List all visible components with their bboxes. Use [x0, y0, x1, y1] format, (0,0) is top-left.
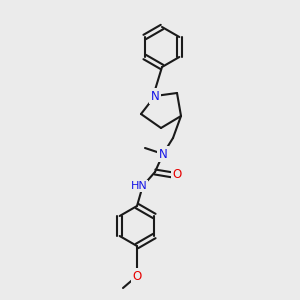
Text: HN: HN	[130, 181, 147, 191]
Text: N: N	[159, 148, 167, 160]
Text: O: O	[132, 269, 142, 283]
Text: O: O	[172, 169, 182, 182]
Text: N: N	[151, 89, 159, 103]
